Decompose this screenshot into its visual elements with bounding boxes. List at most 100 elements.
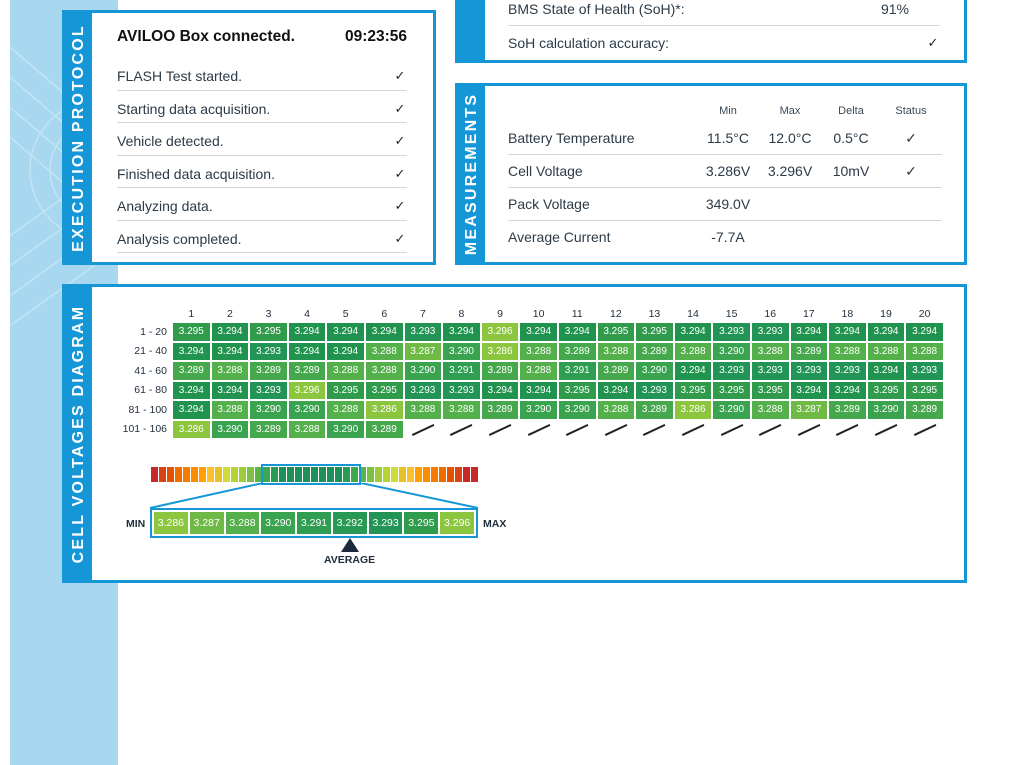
cell-voltage-value: 3.287 [790, 401, 828, 419]
delta-value: 0.5°C [822, 122, 880, 156]
column-header: 10 [532, 308, 545, 320]
cell-voltage-value: 3.294 [790, 323, 828, 341]
table-row: 1 - 20 3.295 3.294 3.295 3.294 3.294 3.294 3.29… [119, 323, 943, 341]
scale-value: 3.292 [332, 512, 367, 534]
status-value [880, 187, 942, 221]
check-icon: ✓ [880, 122, 942, 156]
row-range-label: 81 - 100 [128, 403, 167, 416]
cell-voltage-value: 3.294 [867, 362, 905, 380]
cell-voltage-value: 3.289 [790, 342, 828, 360]
cell-voltage-value: 3.288 [211, 401, 249, 419]
cell-voltage-value: 3.288 [443, 401, 480, 419]
gradient-segment [159, 467, 166, 482]
max-value: 3.296V [758, 154, 822, 188]
empty-cell [752, 421, 789, 439]
cell-voltage-value: 3.288 [520, 342, 557, 360]
cell-voltage-value: 3.289 [365, 420, 403, 438]
delta-value: 10mV [822, 154, 880, 188]
cell-voltage-value: 3.289 [829, 401, 866, 419]
cell-voltage-value: 3.294 [481, 381, 519, 399]
soh-label: BMS State of Health (SoH)*: [508, 1, 685, 17]
gradient-segment [471, 467, 478, 482]
gradient-segment [375, 467, 382, 482]
soh-panel-sidebar [458, 0, 485, 60]
gradient-segment [327, 467, 334, 482]
soh-accuracy-label: SoH calculation accuracy: [508, 34, 670, 51]
gradient-segment [359, 467, 366, 482]
cell-voltage-value: 3.294 [674, 362, 712, 380]
gradient-segment [447, 467, 454, 482]
cell-voltage-value: 3.293 [906, 362, 943, 380]
cell-voltage-value: 3.289 [906, 401, 943, 419]
cell-voltage-value: 3.295 [173, 323, 210, 341]
grid-header-row: 1 2 3 4 5 6 7 8 9 10 11 12 13 14 15 16 17 18 19 20 [119, 307, 943, 321]
gradient-segment [231, 467, 238, 482]
gradient-segment [255, 467, 262, 482]
cell-voltage-value: 3.288 [211, 362, 249, 380]
scale-value: 3.293 [368, 512, 403, 534]
empty-cell [559, 421, 596, 439]
check-icon: ✓ [394, 133, 406, 149]
scale-value: 3.288 [225, 512, 260, 534]
list-item: Analyzing data. ✓ [117, 188, 407, 221]
cell-voltage-value: 3.293 [250, 342, 287, 360]
gradient-segment [295, 467, 302, 482]
cell-voltage-value: 3.293 [713, 323, 750, 341]
gradient-segment [319, 467, 326, 482]
cell-voltage-value: 3.290 [288, 401, 326, 419]
measurements-panel: MEASUREMENTS Min Max Delta Status Batter… [455, 83, 967, 265]
cell-voltage-value: 3.290 [404, 362, 442, 380]
gradient-segment [439, 467, 446, 482]
column-header-min: Min [719, 105, 737, 117]
cell-voltage-value: 3.293 [250, 381, 287, 399]
table-row: 81 - 100 3.294 3.288 3.290 3.290 3.288 3.286 3.… [119, 401, 943, 419]
gradient-segment [151, 467, 158, 482]
cell-voltage-value: 3.288 [327, 362, 364, 380]
check-icon: ✓ [394, 100, 406, 116]
scale-value: 3.290 [261, 512, 296, 534]
cell-voltage-value: 3.290 [713, 401, 750, 419]
cell-voltage-value: 3.288 [906, 342, 943, 360]
gradient-segment [271, 467, 278, 482]
cell-voltage-value: 3.294 [365, 323, 403, 341]
execution-header: AVILOO Box connected. 09:23:56 [117, 28, 407, 46]
list-item: Starting data acquisition. ✓ [117, 91, 407, 123]
gradient-segment [199, 467, 206, 482]
row-label: Pack Voltage [508, 187, 698, 221]
cell-voltages-title: CELL VOLTAGES DIAGRAM [69, 304, 87, 563]
cell-voltage-value: 3.288 [597, 401, 635, 419]
connection-status: AVILOO Box connected. [117, 28, 295, 45]
gradient-segment [263, 467, 270, 482]
check-icon: ✓ [394, 165, 406, 181]
cell-voltage-value: 3.294 [520, 323, 557, 341]
cell-voltage-value: 3.289 [636, 342, 673, 360]
list-item: FLASH Test started. ✓ [117, 58, 407, 91]
cell-voltage-value: 3.296 [481, 323, 519, 341]
zoom-connector-lines [149, 483, 479, 509]
empty-cell [482, 421, 519, 439]
cell-voltage-value: 3.293 [443, 381, 480, 399]
cell-voltage-value: 3.289 [288, 362, 326, 380]
cell-voltage-value: 3.294 [790, 381, 828, 399]
cell-voltage-value: 3.286 [674, 401, 712, 419]
gradient-segment [223, 467, 230, 482]
gradient-segment [247, 467, 254, 482]
column-header: 18 [841, 308, 854, 320]
cell-voltage-value: 3.288 [404, 401, 442, 419]
list-item: Finished data acquisition. ✓ [117, 156, 407, 188]
column-header: 1 [188, 308, 195, 320]
cell-voltage-value: 3.289 [636, 401, 673, 419]
cell-voltages-panel: CELL VOLTAGES DIAGRAM 1 2 3 4 5 6 7 8 9 10 11 12 13 1… [62, 284, 967, 583]
column-header-max: Max [779, 105, 801, 117]
cell-voltage-value: 3.295 [365, 381, 403, 399]
row-label: Cell Voltage [508, 154, 698, 188]
cell-voltage-value: 3.288 [327, 401, 364, 419]
cell-voltage-value: 3.289 [481, 401, 519, 419]
cell-voltage-value: 3.294 [173, 381, 210, 399]
cell-voltage-value: 3.289 [597, 362, 635, 380]
cell-voltage-grid-wrapper: 1 2 3 4 5 6 7 8 9 10 11 12 13 14 15 16 17 18 19 20 1 - 20 3.2… [117, 305, 945, 440]
delta-value [822, 187, 880, 221]
scale-value: 3.287 [189, 512, 224, 534]
cell-voltages-sidebar: CELL VOLTAGES DIAGRAM [65, 287, 92, 580]
cell-voltage-value: 3.288 [365, 362, 403, 380]
